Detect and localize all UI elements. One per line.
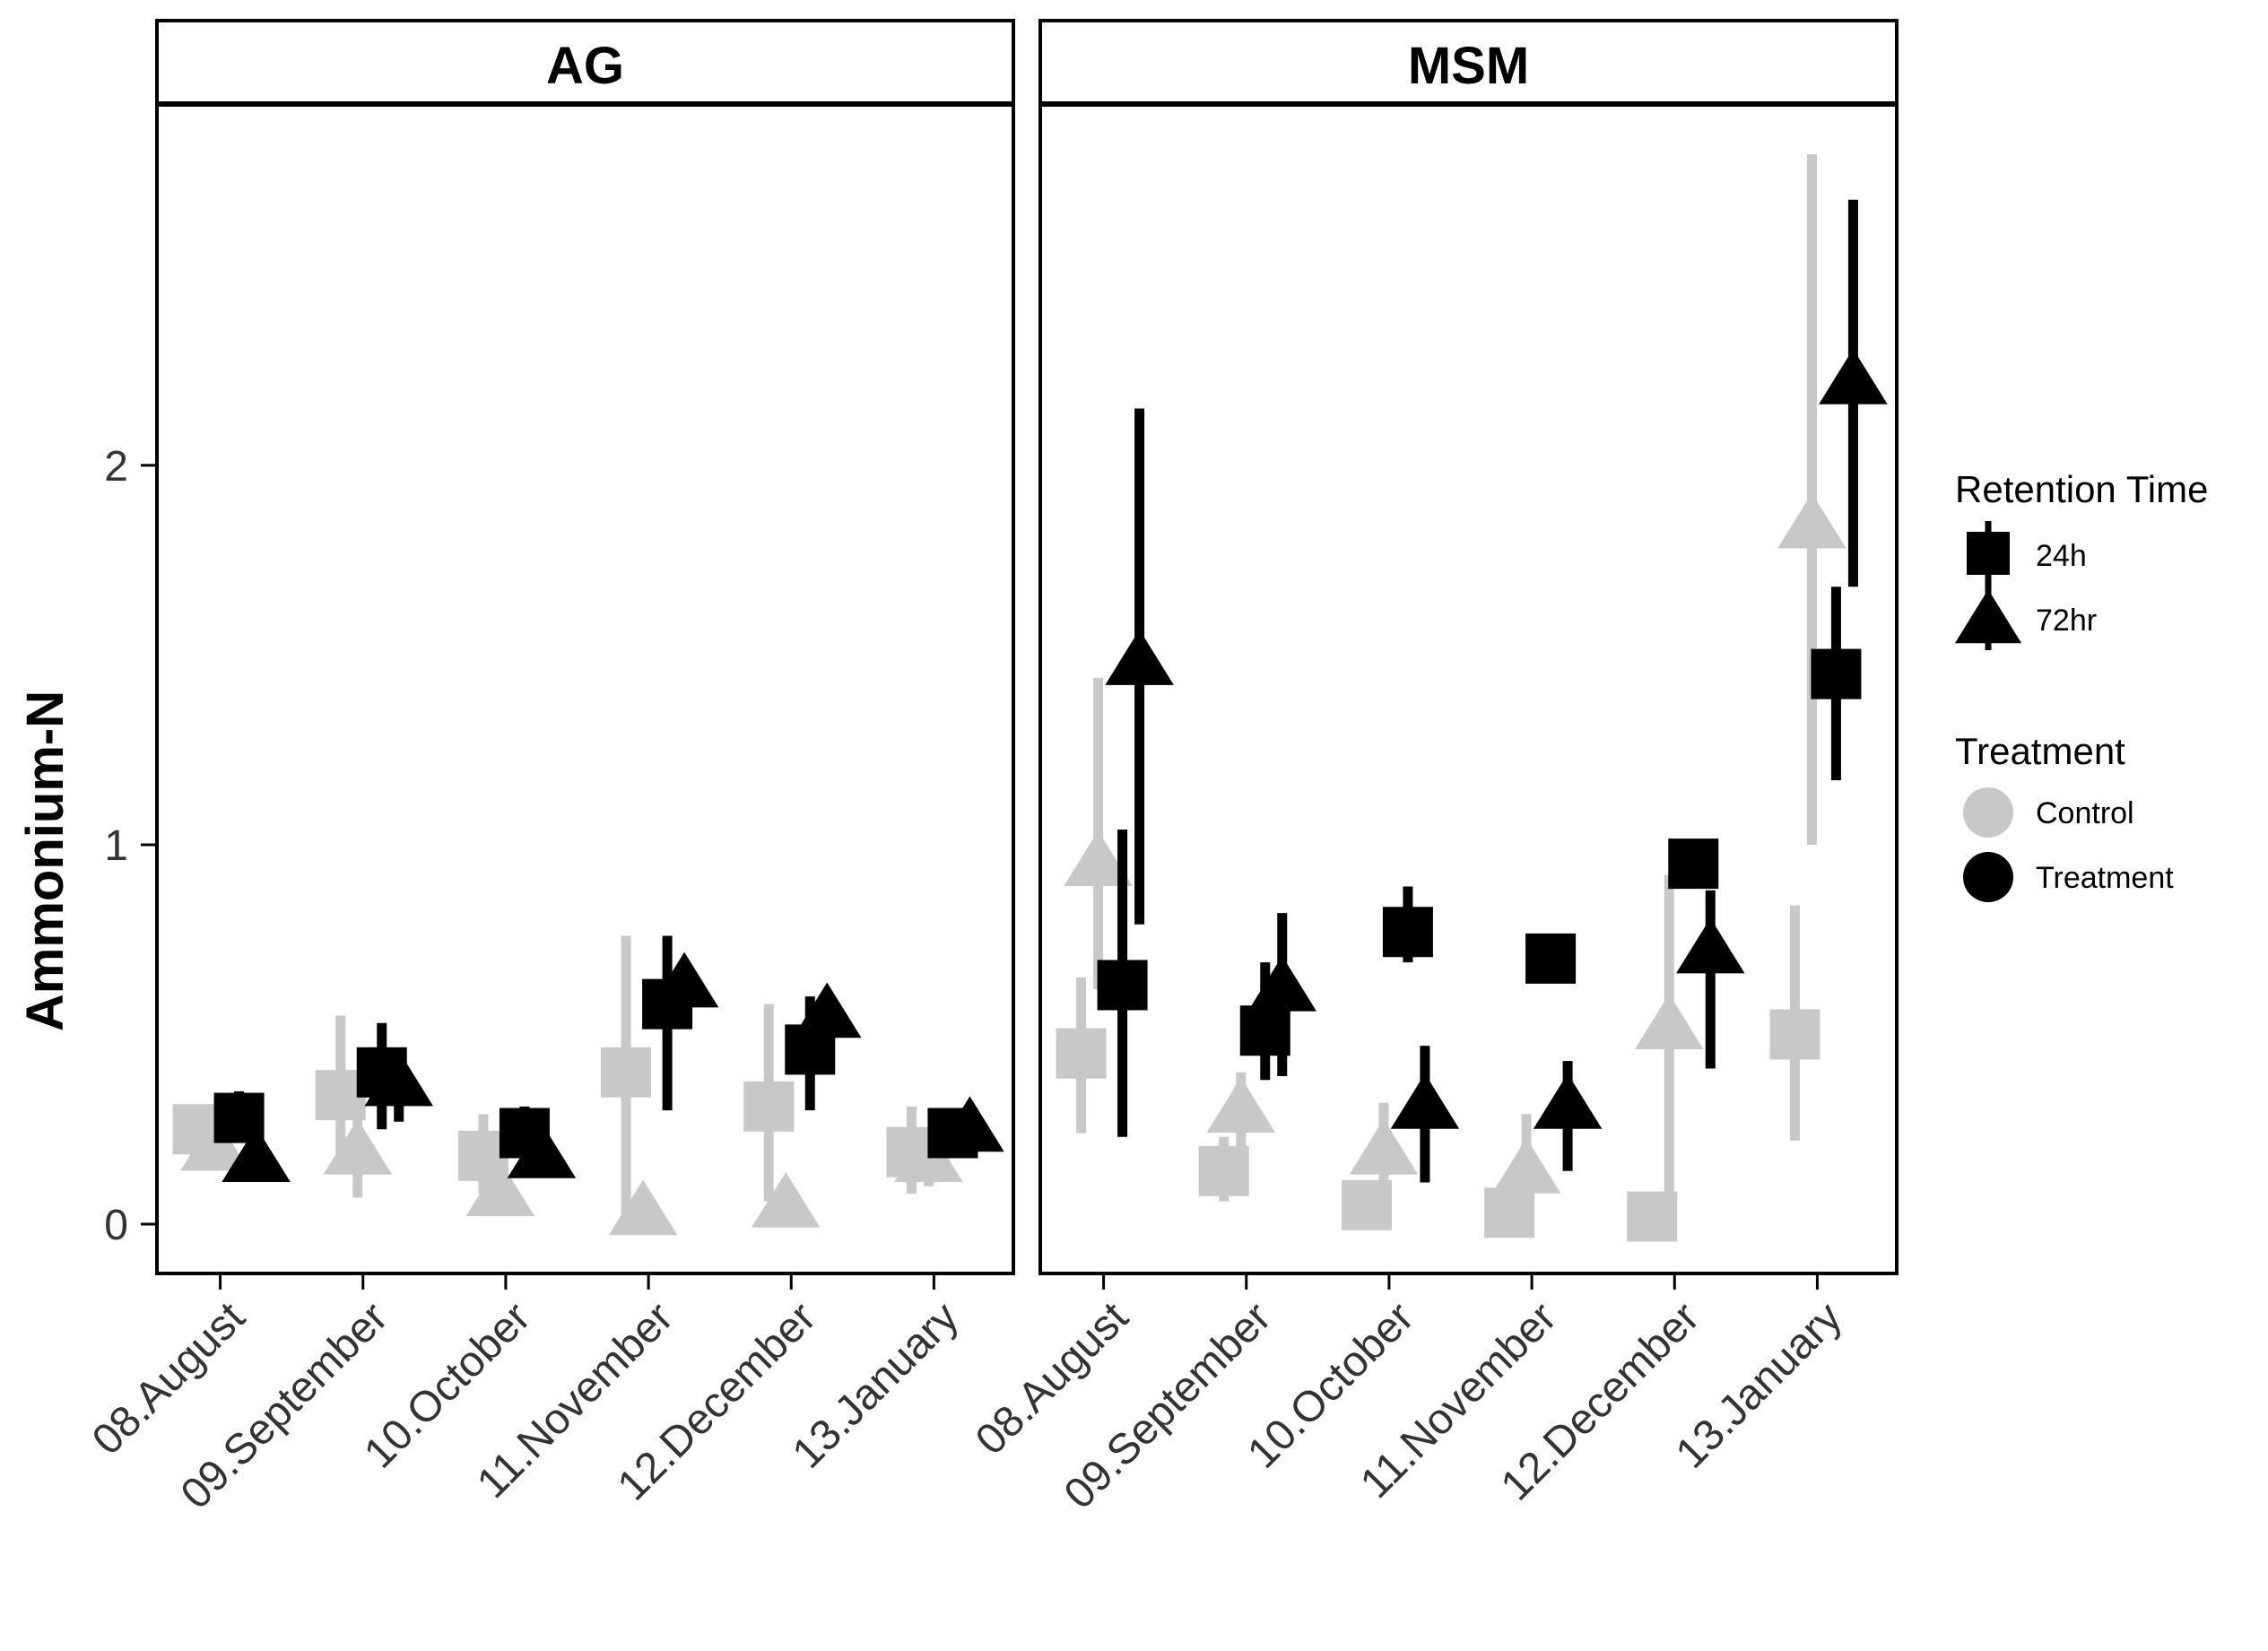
- data-point-triangle: [935, 1096, 1004, 1152]
- data-point-triangle: [364, 1050, 434, 1107]
- series-treatment-72hr: [222, 951, 1004, 1183]
- legend-key-square: [1967, 532, 2010, 575]
- series-treatment-24h: [213, 935, 978, 1159]
- panel-ag: AG01208.August09.September10.October11.N…: [83, 19, 1015, 1518]
- y-tick-label: 2: [104, 443, 128, 491]
- legend-item-72hr: 72hr: [1954, 586, 2097, 650]
- data-point-triangle: [751, 1172, 821, 1228]
- y-tick-label: 0: [104, 1202, 128, 1249]
- data-point-triangle: [1064, 830, 1133, 887]
- data-point-triangle: [1105, 630, 1174, 685]
- data-point-square: [1097, 960, 1148, 1011]
- data-point-triangle: [1819, 348, 1888, 404]
- data-point-square: [601, 1047, 652, 1098]
- data-point-triangle: [792, 982, 862, 1038]
- data-point-square: [743, 1081, 795, 1132]
- data-point-triangle: [1533, 1073, 1603, 1129]
- panels-layer: AG01208.August09.September10.October11.N…: [83, 19, 1899, 1518]
- legend-label: Treatment: [2036, 861, 2174, 895]
- facet-strip: [1038, 19, 1899, 105]
- data-point-triangle: [1206, 1077, 1276, 1134]
- data-point-square: [1198, 1145, 1249, 1196]
- data-point-triangle: [1247, 955, 1317, 1012]
- legend-key-circle: [1963, 852, 2013, 902]
- data-point-square: [1668, 839, 1719, 890]
- data-point-triangle: [1634, 994, 1704, 1049]
- legend-key-triangle: [1954, 589, 2022, 644]
- data-point-triangle: [1777, 492, 1847, 549]
- legend-title-retention: Retention Time: [1955, 468, 2208, 510]
- data-point-triangle: [222, 1126, 291, 1183]
- panel-border: [1038, 103, 1899, 1275]
- panel-msm: MSM08.August09.September10.October11.Nov…: [967, 19, 1899, 1518]
- y-tick-label: 1: [104, 822, 128, 870]
- data-point-triangle: [1491, 1137, 1561, 1194]
- data-point-triangle: [1349, 1118, 1419, 1175]
- legend-item-control: Control: [1963, 787, 2134, 838]
- data-point-square: [1525, 933, 1577, 984]
- legend-label: 72hr: [2036, 604, 2097, 638]
- data-point-triangle: [323, 1118, 393, 1175]
- data-point-square: [1811, 648, 1862, 700]
- panel-border: [155, 103, 1015, 1275]
- legend: Retention Time 24h 72hr Treatment Control Tre…: [1954, 468, 2208, 902]
- facet-strip: [155, 19, 1015, 105]
- data-point-square: [1382, 907, 1433, 958]
- facet-strip-label: MSM: [1408, 37, 1529, 95]
- legend-item-treatment: Treatment: [1963, 852, 2174, 902]
- legend-key-circle: [1963, 787, 2013, 838]
- legend-label: 24h: [2036, 539, 2087, 573]
- data-point-triangle: [507, 1123, 577, 1178]
- data-point-triangle: [465, 1160, 535, 1217]
- data-point-triangle: [1675, 917, 1745, 974]
- data-point-square: [1769, 1009, 1820, 1060]
- data-point-triangle: [608, 1179, 678, 1236]
- data-point-triangle: [649, 951, 719, 1008]
- data-point-triangle: [1390, 1073, 1460, 1129]
- legend-label: Control: [2036, 796, 2134, 830]
- legend-item-24h: 24h: [1967, 521, 2087, 586]
- legend-title-treatment: Treatment: [1955, 730, 2125, 772]
- series-control-72hr: [1064, 153, 1847, 1213]
- data-point-square: [1056, 1028, 1107, 1079]
- y-axis-title: Ammonium-N: [16, 691, 74, 1031]
- facet-strip-label: AG: [546, 37, 624, 95]
- series-treatment-24h: [1097, 587, 1862, 1137]
- series-treatment-72hr: [1105, 199, 1888, 1183]
